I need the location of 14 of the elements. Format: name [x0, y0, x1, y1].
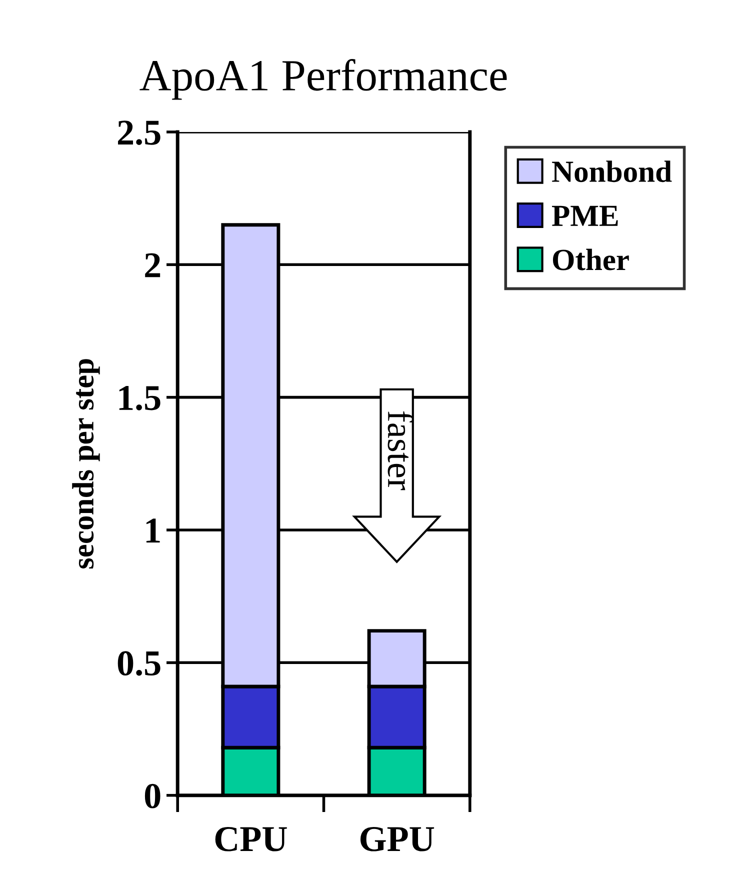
legend-label: Other	[552, 248, 629, 270]
y-tick-label: 2	[145, 253, 160, 278]
x-tick-label: CPU	[215, 827, 287, 852]
legend-label: PME	[552, 206, 618, 226]
y-tick-label: 2.5	[118, 120, 160, 146]
annotation: faster	[388, 411, 414, 490]
x-tick-label: GPU	[360, 827, 434, 852]
y-axis-title: seconds per step	[72, 359, 100, 569]
y-tick-label: 0	[144, 784, 160, 808]
y-tick-label: 1.5	[119, 386, 160, 410]
y-tick-label: 1	[146, 518, 160, 543]
chart-title: ApoA1 Performance	[140, 59, 507, 100]
y-tick-label: 0.5	[118, 651, 160, 676]
legend-label: Nonbond	[552, 160, 672, 182]
